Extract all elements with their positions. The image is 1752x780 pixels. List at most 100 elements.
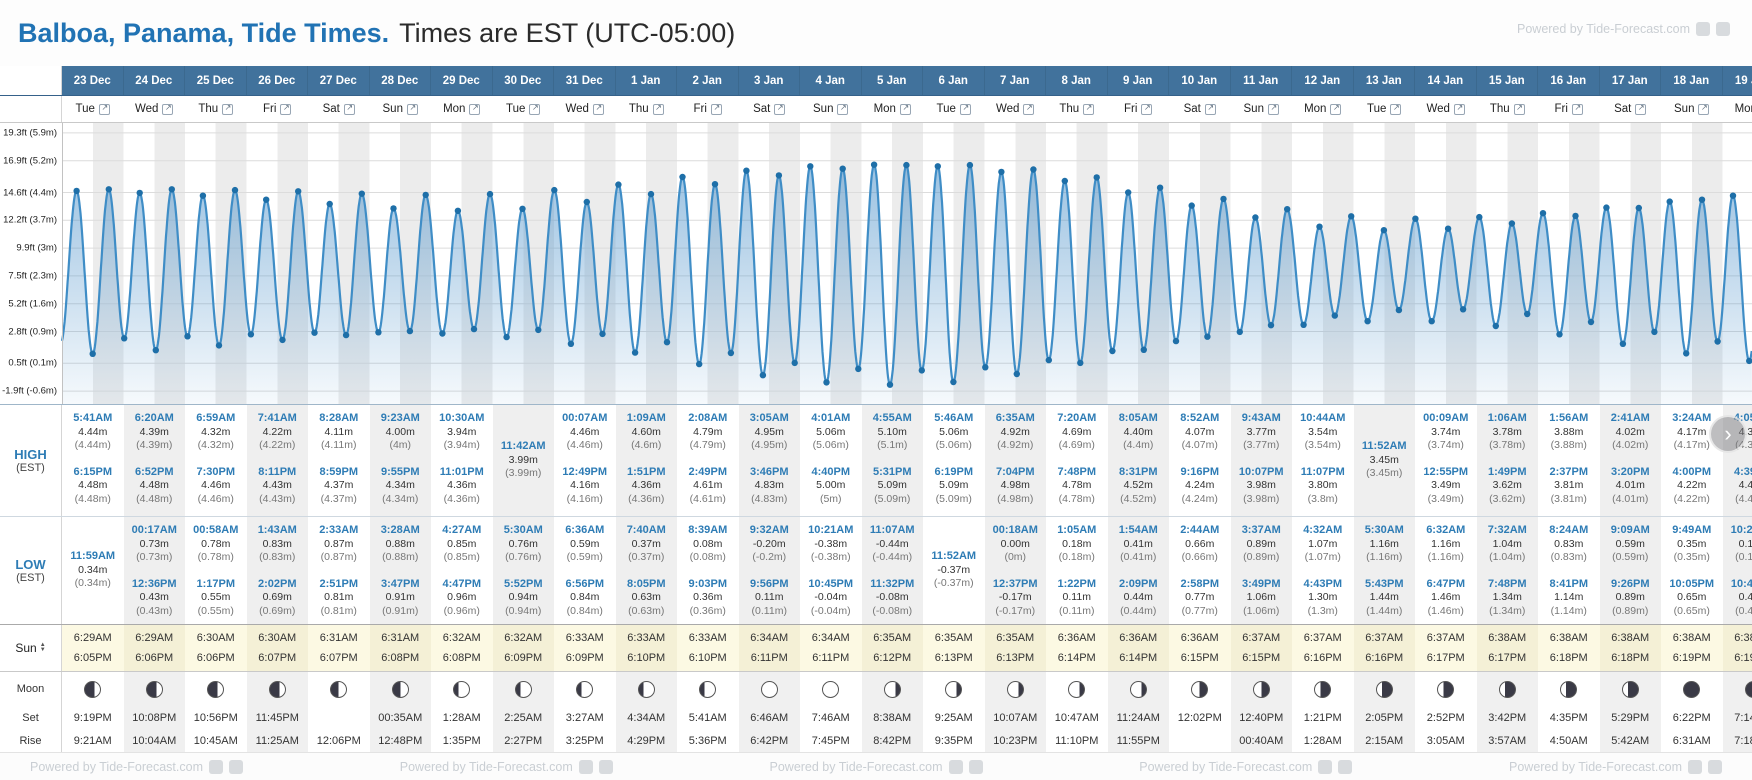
weekday-link-cell[interactable]: Thu [1476,96,1538,122]
weekday-link-cell[interactable]: Fri [1538,96,1600,122]
tide-event: 11:07PM 3.80m (3.8m) [1301,466,1345,507]
tide-height-alt: (0m) [1004,551,1027,563]
tide-time: 12:55PM [1423,465,1469,478]
low-tide-cell: 7:40AM 0.37m (0.37m) 8:05PM 0.63m (0.63m) [615,517,677,624]
watermark-icon[interactable] [578,759,593,774]
date-header-cell: 4 Jan [800,66,862,95]
weekday-link-cell[interactable]: Sat [308,96,370,122]
tide-height: -0.38m [814,537,848,550]
weekday-link-cell[interactable]: Sat [738,96,800,122]
moonrise-time-cell: 3:57AM [1476,729,1538,752]
high-tide-cell: 10:44AM 3.54m (3.54m) 11:07PM 3.80m (3.8m) [1292,405,1354,516]
weekday-link-cell[interactable]: Fri [246,96,308,122]
tide-event: 11:59AM 0.34m (0.34m) [70,550,115,591]
weekday-link-cell[interactable]: Sat [1169,96,1231,122]
watermark-icon[interactable] [1716,22,1730,36]
weekday-link-cell[interactable]: Tue [62,96,124,122]
weekday-row: Tue Wed Thu Fri Sat Sun Mon Tue Wed Thu Fri Sat Sun M… [0,96,1752,123]
weekday-link-cell[interactable]: Thu [1046,96,1108,122]
low-tide-cell: 00:58AM 0.78m (0.78m) 1:17PM 0.55m (0.55m) [185,517,247,624]
watermark-icon[interactable] [1688,759,1702,774]
tide-event: 00:07AM 4.46m (4.46m) [562,412,607,453]
tide-height: -0.44m [875,537,909,550]
watermark-icon[interactable] [1708,759,1722,774]
tide-time: 9:56PM [749,577,789,590]
watermark-icon[interactable] [209,759,223,774]
tide-height: 4.22m [1677,479,1707,491]
moon-phase-icon-waxing-gibbous [514,680,532,698]
tide-time: 6:32AM [1426,524,1466,536]
weekday-link-cell[interactable]: Mon [1722,96,1752,122]
moon-phase-cell [369,672,431,706]
low-tide-cell: 8:24AM 0.83m (0.83m) 8:41PM 1.14m (1.14m) [1538,517,1600,624]
weekday-link-cell[interactable]: Mon [1292,96,1354,122]
weekday-link-cell[interactable]: Thu [185,96,247,122]
date-header-cell: 23 Dec [62,66,124,95]
moon-phase-icon-waxing-gibbous [699,680,717,698]
tide-height-alt: (4.16m) [566,492,603,505]
sunset-time: 6:16PM [1303,652,1342,664]
external-link-icon [1513,103,1525,115]
powered-by-watermark: Powered by Tide-Forecast.com [1139,759,1353,774]
tide-event: 8:28AM 4.11m (4.11m) [319,412,358,453]
weekday-link-cell[interactable]: Mon [861,96,923,122]
tide-height: 4.34m [385,479,415,491]
location-title: Balboa, Panama, Tide Times. [18,17,390,48]
tide-height: 0.96m [447,591,477,603]
date-header-cell: 29 Dec [431,66,493,95]
watermark-icon[interactable] [1318,759,1333,774]
tide-event: 11:52AM -0.37m (-0.37m) [931,550,976,591]
moonset-row-gutter: Set [0,706,62,729]
weekday-link-cell[interactable]: Sun [1661,96,1723,122]
weekday-link-cell[interactable]: Thu [615,96,677,122]
tide-event: 6:19PM 5.09m (5.09m) [934,466,973,507]
weekday-link-cell[interactable]: Sun [1230,96,1292,122]
tide-time: 10:45PM [808,577,854,590]
tide-height: 3.77m [1246,425,1276,438]
weekday-link-cell[interactable]: Wed [554,96,616,122]
weekday-link-cell[interactable]: Mon [431,96,493,122]
sunrise-time: 6:31AM [319,632,358,644]
sunrise-time: 6:36AM [1180,632,1219,644]
weekday-link-cell[interactable]: Fri [1107,96,1169,122]
tide-event: 9:56PM 0.11m (0.11m) [750,578,789,619]
weekday-link-cell[interactable]: Tue [1353,96,1415,122]
tide-time: 00:58AM [193,524,239,536]
sunset-time: 6:18PM [1611,652,1650,664]
tide-time: 00:09AM [1423,412,1469,424]
date-header-cell: 13 Jan [1353,66,1415,95]
tide-height-alt: (0.65m) [1673,604,1710,617]
sun-toggle-arrows-icon[interactable]: ▲ ▼ [39,642,46,653]
tide-height: 4.32m [201,425,231,438]
weekday-link-cell[interactable]: Wed [1415,96,1477,122]
weekday-link-cell[interactable]: Tue [923,96,985,122]
watermark-icon[interactable] [948,759,963,774]
tide-height: 4.48m [139,479,169,491]
moon-phase-icon-third-quarter [1252,680,1270,698]
watermark-icon[interactable] [1338,759,1353,774]
watermark-icon[interactable] [229,759,243,774]
low-tide-cell: 11:59AM 0.34m (0.34m) [62,517,124,624]
tide-event: 9:49AM 0.35m (0.35m) [1672,524,1711,565]
scroll-next-button[interactable]: › [1709,415,1747,453]
watermark-icon[interactable] [1696,22,1710,36]
weekday-link-cell[interactable]: Sat [1599,96,1661,122]
weekday-link-cell[interactable]: Sun [369,96,431,122]
tide-time: 1:09AM [626,412,666,424]
high-tide-cell: 9:23AM 4.00m (4m) 9:55PM 4.34m (4.34m) [369,405,431,516]
tide-height-alt: (5m) [819,492,842,505]
moon-phase-cell [1107,672,1169,706]
weekday-label: Thu [1059,103,1080,115]
weekday-link-cell[interactable]: Sun [800,96,862,122]
watermark-icon[interactable] [968,759,983,774]
watermark-icon[interactable] [598,759,613,774]
weekday-link-cell[interactable]: Fri [677,96,739,122]
weekday-link-cell[interactable]: Tue [492,96,554,122]
sun-row-gutter: Sun ▲ ▼ [0,625,62,671]
sunset-time: 6:09PM [565,652,604,664]
weekday-link-cell[interactable]: Wed [984,96,1046,122]
tide-event: 2:02PM 0.69m (0.69m) [258,578,297,619]
weekday-link-cell[interactable]: Wed [123,96,185,122]
moonrise-time-cell: 10:04AM [123,729,185,752]
sunset-time: 6:08PM [381,652,420,664]
